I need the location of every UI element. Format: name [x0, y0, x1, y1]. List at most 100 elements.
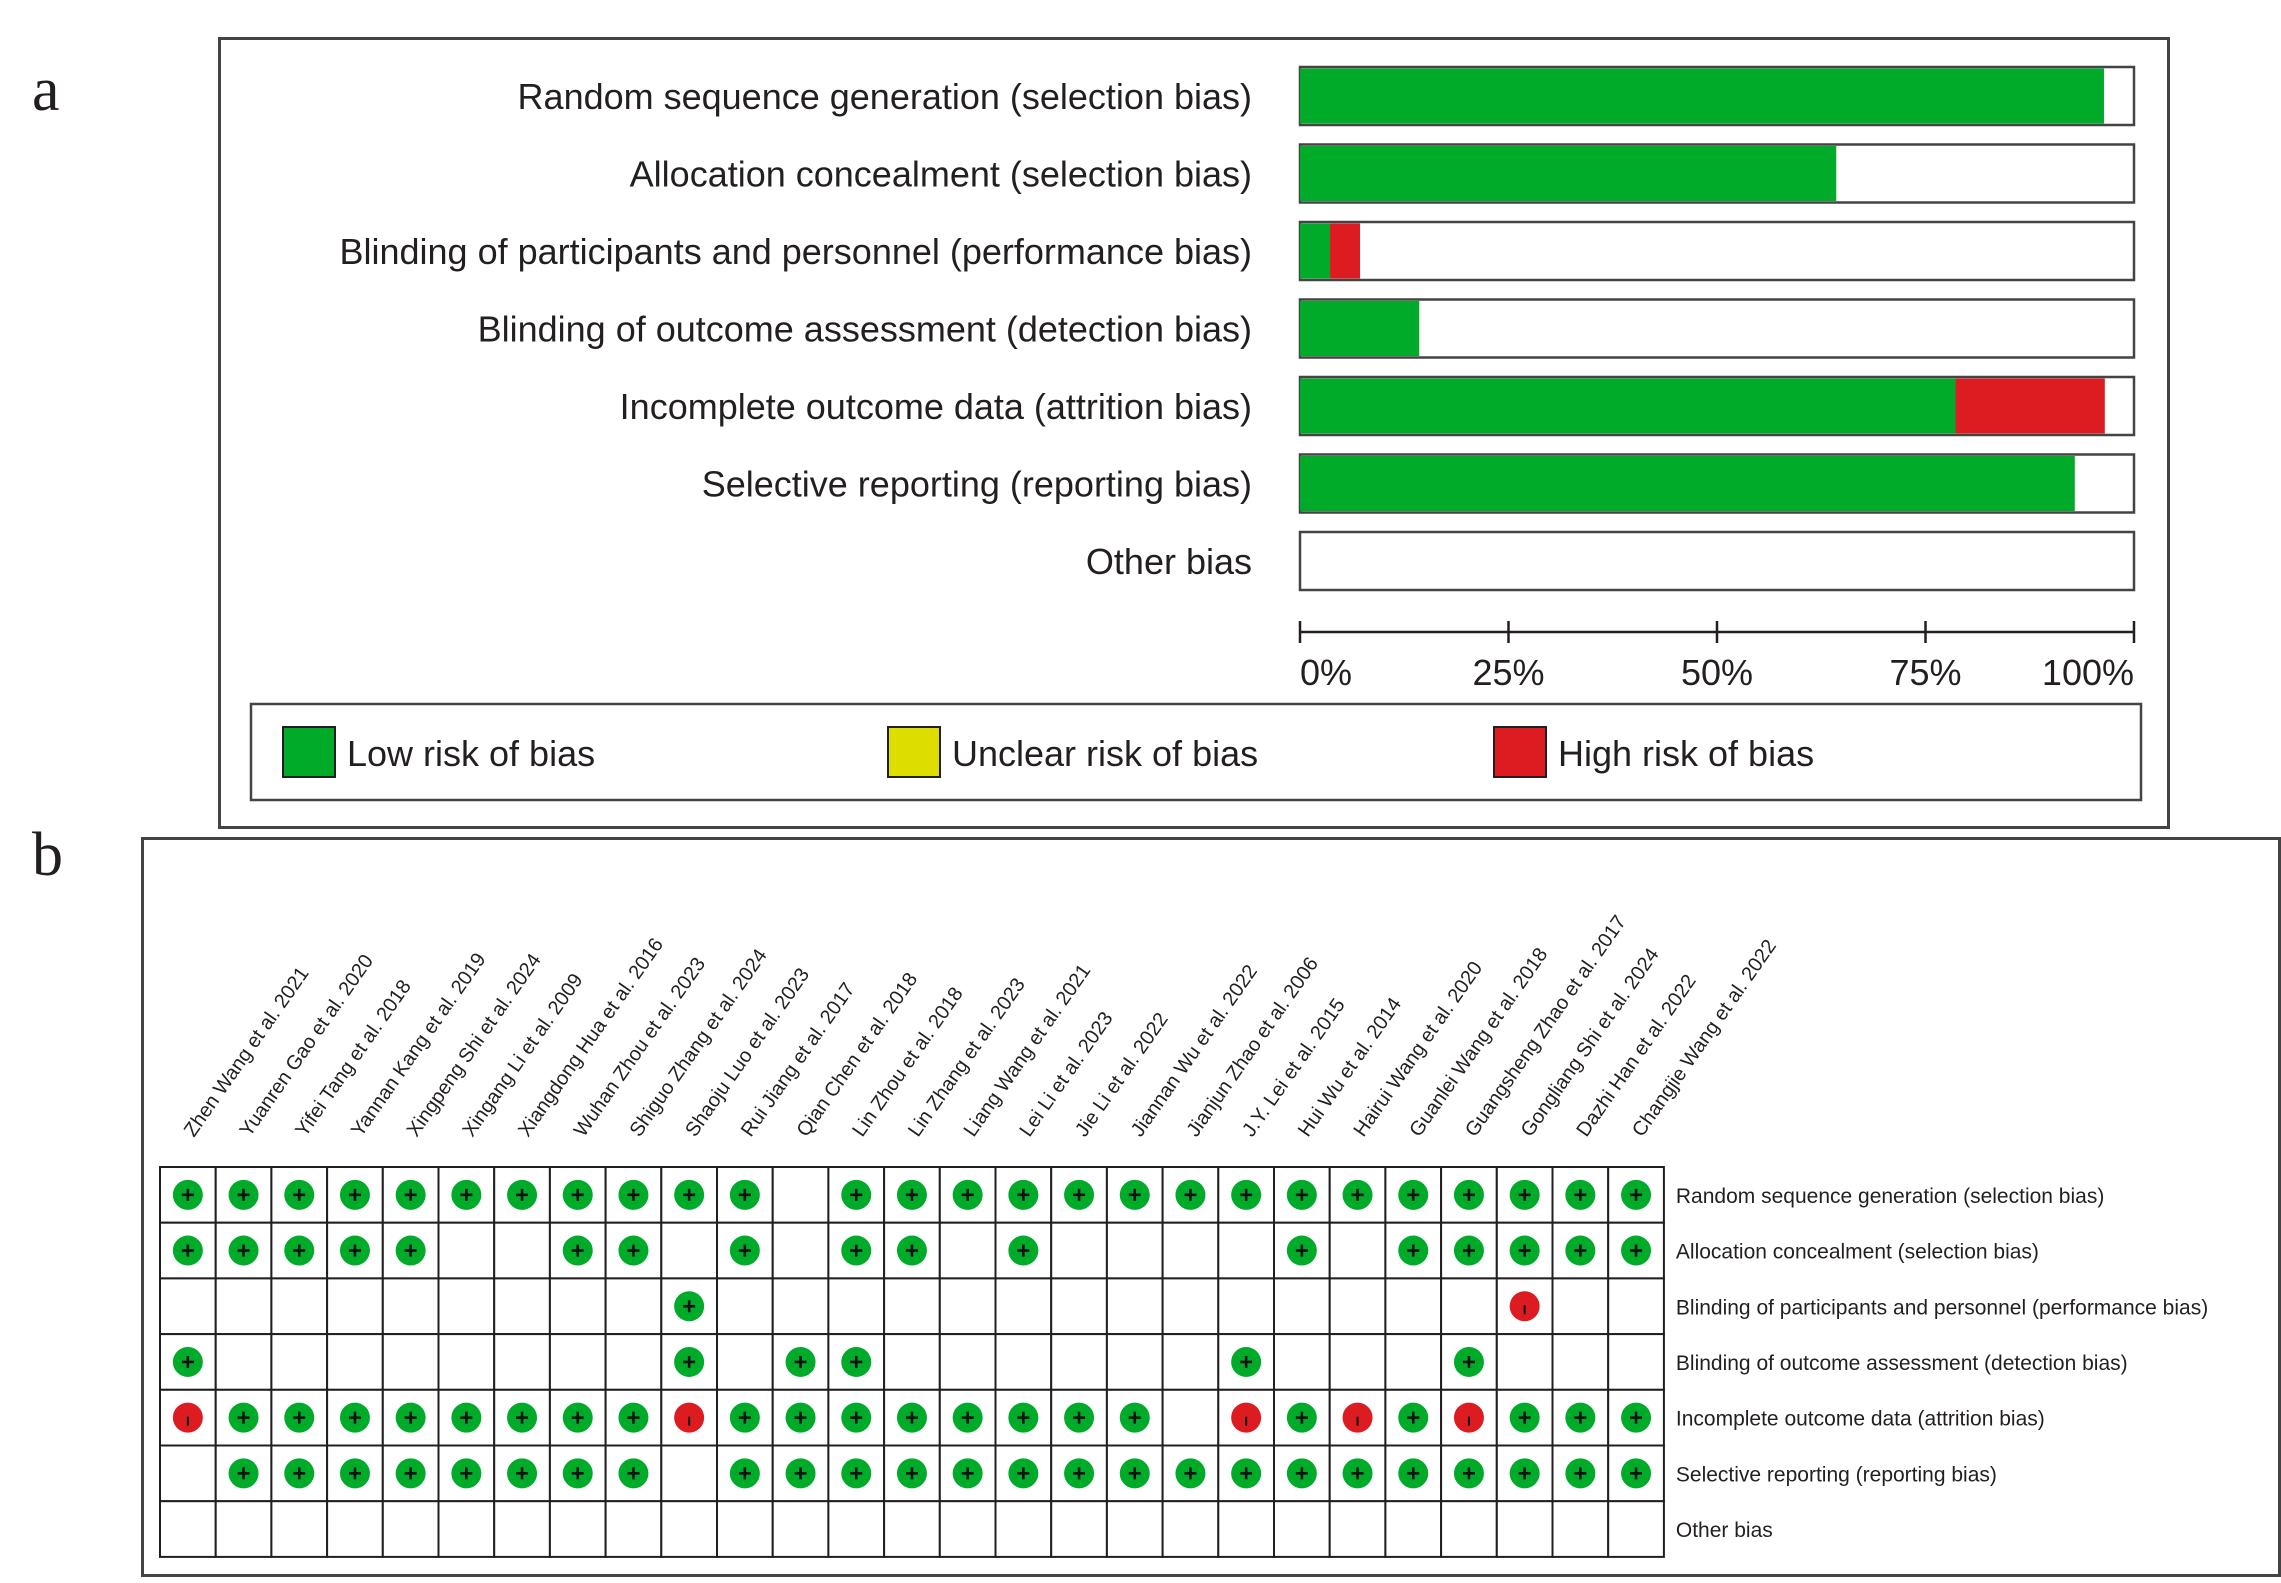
table-cell: [716, 1500, 774, 1558]
table-cell: [548, 1221, 607, 1280]
table-cell: [548, 1500, 607, 1558]
table-cell: [326, 1500, 384, 1558]
table-cell: [1161, 1333, 1220, 1391]
panel-letter-b: b: [32, 821, 63, 889]
table-cell: [381, 1333, 440, 1391]
table-cell: [548, 1166, 607, 1224]
table-cell: [548, 1333, 607, 1391]
legend-box: [249, 702, 2143, 802]
table-cell: [1328, 1500, 1387, 1558]
table-cell: [771, 1277, 830, 1336]
table-cell: [1050, 1500, 1108, 1558]
table-cell: [1384, 1500, 1443, 1558]
table-cell: [1050, 1221, 1108, 1280]
bar-track: [1298, 530, 2136, 592]
domain-label: Random sequence generation (selection bi…: [1676, 1185, 2104, 1208]
domain-label: Blinding of participants and personnel (…: [1676, 1296, 2208, 1319]
table-cell: [270, 1277, 329, 1336]
table-cell: [604, 1333, 663, 1391]
table-cell: [326, 1277, 384, 1336]
x-tick-label: 75%: [1889, 652, 1961, 693]
bar-segment-low-risk-of-bias: [1300, 456, 2075, 511]
table-cell: [159, 1444, 217, 1503]
category-label: Allocation concealment (selection bias): [630, 154, 1252, 195]
legend-label: Low risk of bias: [347, 733, 595, 774]
table-cell: [1273, 1333, 1331, 1391]
table-cell: [938, 1333, 997, 1391]
table-cell: [437, 1277, 496, 1336]
table-cell: [159, 1277, 217, 1336]
table-cell: [604, 1277, 663, 1336]
category-label: Selective reporting (reporting bias): [702, 464, 1252, 505]
table-cell: [938, 1500, 997, 1558]
table-cell: [1607, 1277, 1665, 1336]
table-cell: [1105, 1333, 1164, 1391]
table-cell: [1607, 1333, 1665, 1391]
table-cell: [660, 1500, 718, 1558]
table-cell: [827, 1500, 886, 1558]
table-cell: [1105, 1500, 1164, 1558]
domain-label: Incomplete outcome data (attrition bias): [1676, 1408, 2045, 1431]
bar-segment-low-risk-of-bias: [1300, 68, 2104, 124]
table-cell: [270, 1333, 329, 1391]
table-cell: [548, 1277, 607, 1336]
table-cell: [1161, 1277, 1220, 1336]
x-tick-label: 100%: [2042, 652, 2134, 693]
bar-segment-low-risk-of-bias: [1300, 301, 1420, 356]
table-cell: [660, 1444, 718, 1503]
table-cell: [1105, 1221, 1164, 1280]
table-cell: [994, 1277, 1053, 1336]
table-cell: [604, 1500, 663, 1558]
table-cell: [883, 1333, 941, 1391]
table-cell: [1551, 1500, 1610, 1558]
table-cell: [771, 1500, 830, 1558]
table-cell: [938, 1277, 997, 1336]
x-tick-label: 25%: [1472, 652, 1544, 693]
x-tick-label: 50%: [1681, 652, 1753, 693]
bar-segment-high-risk-of-bias: [1330, 223, 1361, 279]
domain-label: Selective reporting (reporting bias): [1676, 1463, 1997, 1486]
table-cell: [1328, 1221, 1387, 1280]
table-cell: [771, 1166, 830, 1224]
bar-segment-high-risk-of-bias: [1955, 378, 2105, 434]
x-tick-label: 0%: [1300, 652, 1352, 693]
table-cell: [1217, 1500, 1276, 1558]
table-cell: [1551, 1333, 1610, 1391]
table-cell: [214, 1277, 273, 1336]
table-cell: [827, 1277, 886, 1336]
table-cell: [493, 1333, 551, 1391]
table-cell: [716, 1277, 774, 1336]
category-label: Blinding of outcome assessment (detectio…: [478, 309, 1252, 350]
table-cell: [159, 1500, 217, 1558]
table-cell: [883, 1500, 941, 1558]
domain-label: Blinding of outcome assessment (detectio…: [1676, 1352, 2128, 1375]
panel-letter-a: a: [32, 56, 60, 124]
table-cell: [1495, 1500, 1554, 1558]
table-cell: [381, 1277, 440, 1336]
table-cell: [660, 1221, 718, 1280]
table-cell: [1161, 1388, 1220, 1447]
table-cell: [716, 1333, 774, 1391]
study-label: J.Y. Lei et al. 2015: [1238, 995, 1350, 1141]
table-cell: [1495, 1333, 1554, 1391]
table-cell: [1384, 1333, 1443, 1391]
study-label: Hui Wu et al. 2014: [1294, 994, 1406, 1141]
table-cell: [994, 1333, 1053, 1391]
legend-label: Unclear risk of bias: [952, 733, 1258, 774]
category-label: Other bias: [1086, 541, 1252, 582]
bar-track: [1298, 298, 2136, 359]
table-cell: [214, 1500, 273, 1558]
table-cell: [326, 1333, 384, 1391]
bar-segment-low-risk-of-bias: [1300, 378, 1956, 434]
table-cell: [1161, 1500, 1220, 1558]
table-cell: [1607, 1500, 1665, 1558]
bar-segment-low-risk-of-bias: [1300, 146, 1837, 201]
table-cell: [1217, 1277, 1276, 1336]
table-cell: [493, 1500, 551, 1558]
bar-segment-low-risk-of-bias: [1300, 223, 1331, 279]
table-cell: [493, 1277, 551, 1336]
table-cell: [270, 1500, 329, 1558]
table-cell: [1551, 1277, 1610, 1336]
table-cell: [437, 1221, 496, 1280]
table-cell: [938, 1221, 997, 1280]
